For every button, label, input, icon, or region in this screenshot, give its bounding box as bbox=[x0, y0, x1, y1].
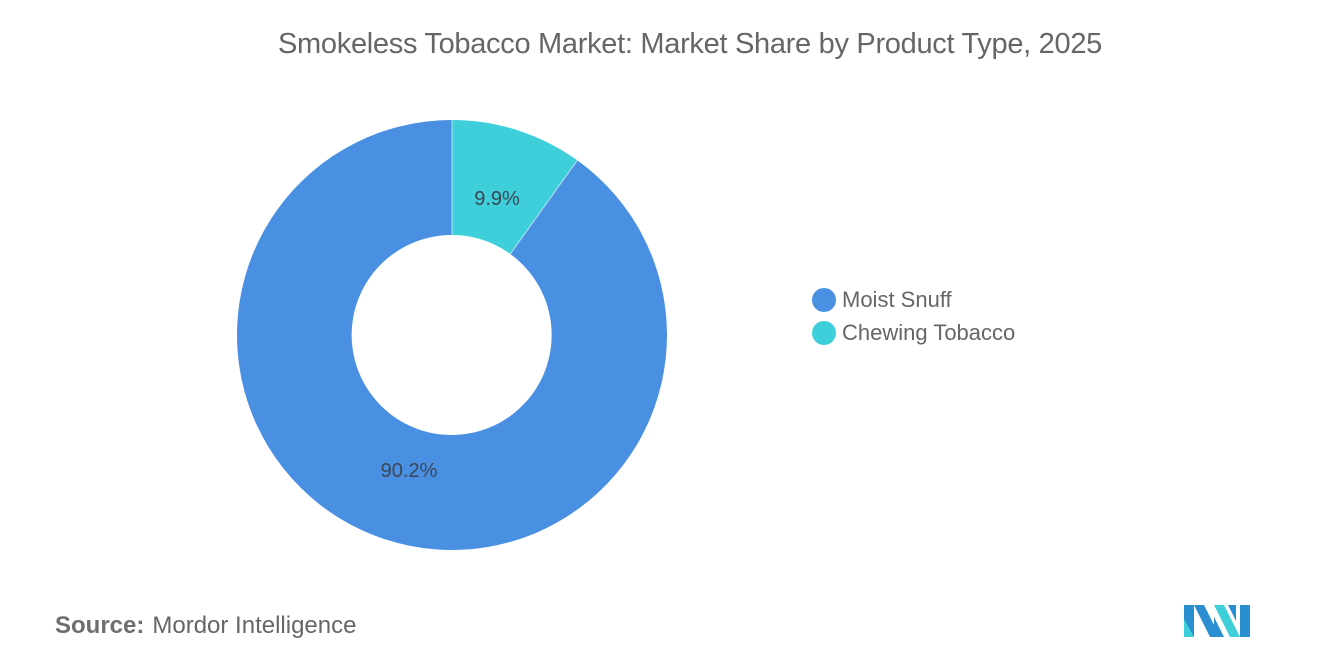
legend-swatch-moist-snuff bbox=[812, 287, 836, 312]
source-note: Source: Mordor Intelligence bbox=[55, 612, 356, 640]
chart-title: Smokeless Tobacco Market: Market Share b… bbox=[278, 28, 1102, 60]
slice-label-chewing-tobacco: 9.9% bbox=[474, 188, 520, 210]
legend-item-moist-snuff[interactable]: Moist Snuff bbox=[812, 283, 1015, 316]
source-label: Source: bbox=[55, 612, 145, 639]
legend-label: Chewing Tobacco bbox=[842, 319, 1016, 345]
mordor-intelligence-logo-icon bbox=[1184, 605, 1250, 637]
legend-swatch-chewing-tobacco bbox=[812, 320, 836, 345]
legend-label: Moist Snuff bbox=[842, 286, 952, 312]
slice-label-moist-snuff: 90.2% bbox=[381, 460, 438, 482]
source-value: Mordor Intelligence bbox=[152, 612, 357, 639]
slice-moist-snuff[interactable] bbox=[236, 119, 667, 550]
chart-legend: Moist Snuff Chewing Tobacco bbox=[812, 283, 1015, 349]
slice-chewing-tobacco[interactable] bbox=[452, 120, 578, 254]
legend-item-chewing-tobacco[interactable]: Chewing Tobacco bbox=[812, 316, 1015, 349]
